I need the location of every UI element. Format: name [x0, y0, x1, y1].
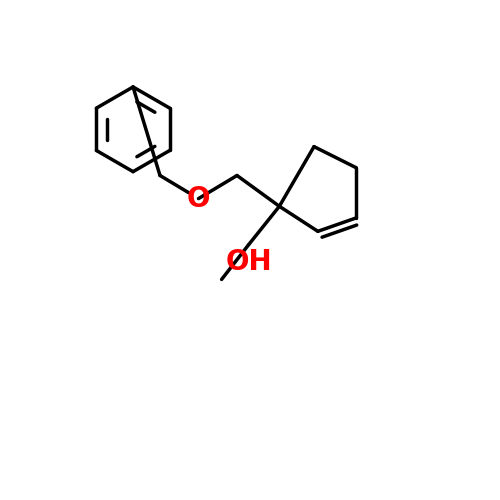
Text: OH: OH: [226, 248, 272, 276]
Text: O: O: [187, 184, 210, 212]
